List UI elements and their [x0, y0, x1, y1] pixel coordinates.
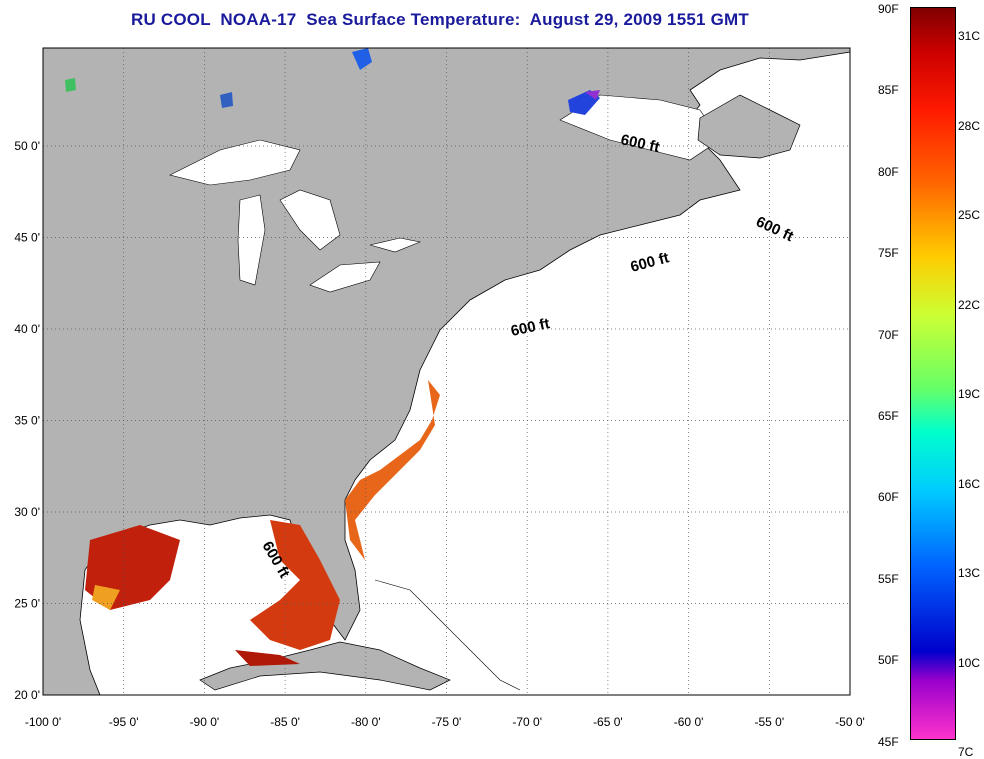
- lon-tick-label: -50 0': [835, 715, 865, 729]
- lon-tick-label: -80 0': [351, 715, 381, 729]
- lon-tick-label: -90 0': [190, 715, 220, 729]
- lon-tick-label: -55 0': [754, 715, 784, 729]
- great-lakes: [169, 139, 422, 293]
- colorbar-f-label: 80F: [878, 164, 899, 179]
- colorbar-f-label: 75F: [878, 246, 899, 261]
- colorbar-f-label: 65F: [878, 409, 899, 423]
- lat-tick-label: 35 0': [14, 414, 40, 428]
- lat-tick-label: 50 0': [14, 139, 40, 153]
- lat-tick-label: 40 0': [14, 322, 40, 336]
- lon-tick-label: -95 0': [109, 715, 139, 729]
- colorbar-c-label: 22C: [958, 297, 981, 312]
- colorbar-f-label: 55F: [878, 571, 899, 586]
- lon-tick-label: -60 0': [674, 715, 704, 729]
- sst-colorbar: [910, 7, 956, 740]
- map-frame: [42, 47, 851, 696]
- axis-ticks: 20 0' 25 0' 30 0' 35 0' 40 0' 45 0' 50 0' -100 …: [14, 139, 864, 729]
- sst-cold-patches: [65, 48, 600, 115]
- lat-tick-label: 30 0': [14, 505, 40, 519]
- lat-tick-label: 45 0': [14, 231, 40, 245]
- colorbar-c-label: 10C: [958, 655, 981, 670]
- colorbar-f-label: 70F: [878, 327, 899, 342]
- lon-tick-label: -85 0': [270, 715, 300, 729]
- colorbar-f-label: 85F: [878, 83, 899, 98]
- lon-tick-label: -100 0': [25, 715, 61, 729]
- colorbar-c-label: 19C: [958, 387, 981, 401]
- colorbar-c-label: 31C: [958, 29, 981, 43]
- newfoundland: [697, 94, 801, 159]
- colorbar-c-label: 13C: [958, 566, 981, 580]
- colorbar-f-label: 60F: [878, 490, 899, 505]
- colorbar-c-label: 16C: [958, 476, 981, 491]
- colorbar-c-label: 28C: [958, 118, 981, 133]
- lon-tick-label: -65 0': [593, 715, 623, 729]
- colorbar-f-label: 50F: [878, 653, 899, 668]
- colorbar-c-label: 7C: [958, 745, 974, 759]
- map-title: RU COOL NOAA-17 Sea Surface Temperature:…: [131, 10, 749, 29]
- lat-tick-label: 25 0': [14, 597, 40, 611]
- lon-tick-label: -70 0': [512, 715, 542, 729]
- lon-tick-label: -75 0': [432, 715, 462, 729]
- colorbar-f-label: 45F: [878, 734, 899, 749]
- colorbar-c-label: 25C: [958, 208, 981, 222]
- lat-tick-label: 20 0': [14, 688, 40, 702]
- sst-warm-patches: [85, 380, 440, 666]
- colorbar-f-label: 90F: [878, 2, 899, 16]
